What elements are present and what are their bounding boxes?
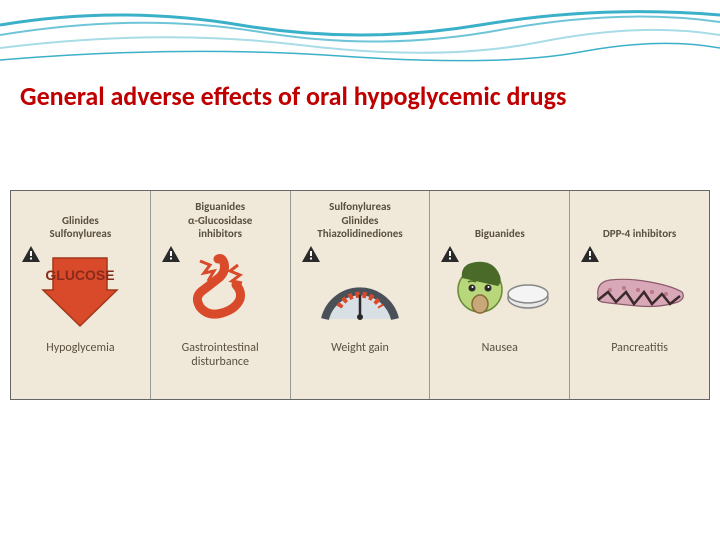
drug-labels: Biguanides α-Glucosidase inhibitors: [188, 199, 252, 241]
effect-cell-hypoglycemia: Glinides Sulfonylureas GLUCOSE Hypoglyce…: [11, 191, 151, 399]
warning-icon: [580, 245, 600, 263]
drug-label: Biguanides: [188, 200, 252, 214]
drug-label: Glinides: [50, 214, 112, 228]
effect-caption: Pancreatitis: [611, 341, 668, 355]
effects-panel: Glinides Sulfonylureas GLUCOSE Hypoglyce…: [10, 190, 710, 400]
drug-labels: Sulfonylureas Glinides Thiazolidinedione…: [317, 199, 402, 241]
drug-label: α-Glucosidase: [188, 214, 252, 228]
effect-caption: Gastrointestinal disturbance: [155, 341, 286, 370]
svg-text:GLUCOSE: GLUCOSE: [46, 267, 115, 283]
drug-label: Thiazolidinediones: [317, 227, 402, 241]
drug-label: inhibitors: [188, 227, 252, 241]
effect-cell-nausea: Biguanides Nausea: [430, 191, 570, 399]
drug-labels: Glinides Sulfonylureas: [50, 199, 112, 241]
effect-cell-weight: Sulfonylureas Glinides Thiazolidinedione…: [291, 191, 431, 399]
effect-caption: Hypoglycemia: [46, 341, 114, 355]
effect-caption: Nausea: [482, 341, 518, 355]
nausea-face-icon: [450, 250, 550, 330]
pancreas-icon: [590, 260, 690, 320]
drug-labels: DPP-4 inhibitors: [603, 199, 676, 241]
warning-icon: [21, 245, 41, 263]
slide-title: General adverse effects of oral hypoglyc…: [20, 80, 566, 112]
drug-label: Glinides: [317, 214, 402, 228]
wave-decoration: [0, 0, 720, 80]
effect-cell-gi: Biguanides α-Glucosidase inhibitors Gast…: [151, 191, 291, 399]
scale-gauge-icon: [315, 251, 405, 329]
effect-cell-pancreatitis: DPP-4 inhibitors Pancreatitis: [570, 191, 709, 399]
drug-label: Sulfonylureas: [50, 227, 112, 241]
drug-label: DPP-4 inhibitors: [603, 227, 676, 241]
effect-caption: Weight gain: [331, 341, 389, 355]
drug-labels: Biguanides: [475, 199, 525, 241]
drug-label: Sulfonylureas: [317, 200, 402, 214]
warning-icon: [301, 245, 321, 263]
gi-tract-icon: [180, 251, 260, 329]
glucose-arrow-icon: GLUCOSE: [35, 250, 125, 330]
warning-icon: [440, 245, 460, 263]
warning-icon: [161, 245, 181, 263]
drug-label: Biguanides: [475, 227, 525, 241]
